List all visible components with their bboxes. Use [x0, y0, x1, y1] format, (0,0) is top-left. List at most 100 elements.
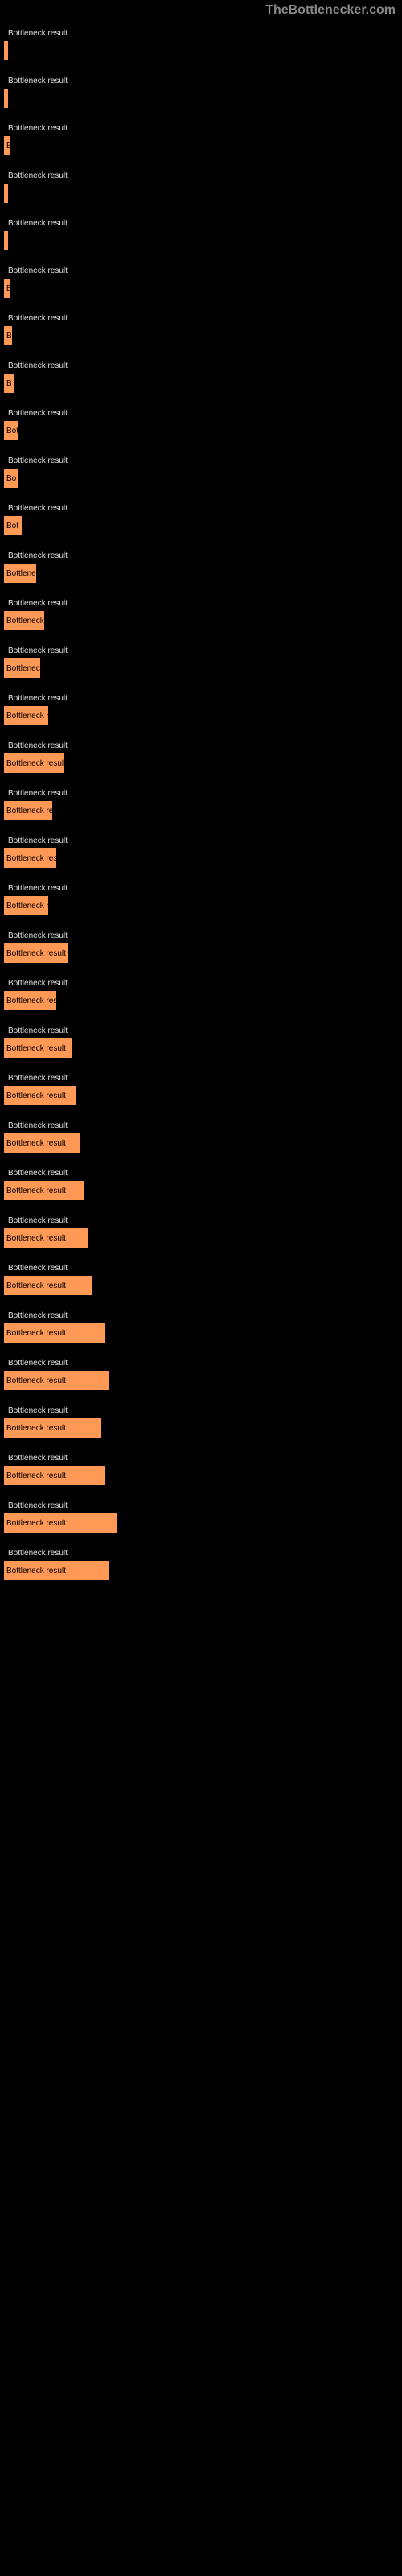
bar-row: Bottleneck result: [4, 171, 402, 203]
bar-row: Bottleneck result Bottleneck result: [4, 1359, 402, 1390]
bar: [4, 184, 8, 203]
bar-label: Bottleneck result: [4, 1169, 402, 1178]
bar-label: Bottleneck result: [4, 314, 402, 323]
bar: Bottleneck res: [4, 801, 52, 820]
bar-row: Bottleneck result Bottleneck resu: [4, 836, 402, 868]
bar-row: Bottleneck result Bottleneck result: [4, 741, 402, 773]
bar-row: Bottleneck result Bot: [4, 409, 402, 440]
bar-label: Bottleneck result: [4, 1264, 402, 1273]
bar-label: Bottleneck result: [4, 836, 402, 845]
bar-label: Bottleneck result: [4, 219, 402, 228]
bar-row: Bottleneck result Bottleneck result: [4, 1454, 402, 1485]
bar-inbar-text: Bottleneck result: [6, 1329, 66, 1338]
bar-row: Bottleneck resultBottleneck result: [4, 1406, 402, 1438]
bar-inbar-text: Bottleneck result: [6, 1472, 66, 1480]
bar-label: Bottleneck result: [4, 1549, 402, 1558]
bar-inbar-text: Bottleneck resu: [6, 854, 56, 863]
bar-row: Bottleneck result B: [4, 266, 402, 298]
bar: Bottleneck re: [4, 611, 44, 630]
bar-row: Bottleneck resultBot: [4, 504, 402, 535]
bar: Bottleneck result: [4, 1181, 84, 1200]
bar: Bottleneck result i: [4, 943, 68, 963]
bar-label: Bottleneck result: [4, 741, 402, 750]
bar-label: Bottleneck result: [4, 1121, 402, 1130]
bar-row: Bottleneck result: [4, 219, 402, 250]
bar: Bottleneck result: [4, 1513, 117, 1533]
bar-row: Bottleneck resultB: [4, 314, 402, 345]
bar: Bottleneck result: [4, 1086, 76, 1105]
bar-label: Bottleneck result: [4, 29, 402, 38]
bar-row: Bottleneck result Bottleneck result: [4, 1549, 402, 1580]
bar: Bottleneck result: [4, 753, 64, 773]
bar-label: Bottleneck result: [4, 646, 402, 655]
bar: Bottleneck result: [4, 1418, 100, 1438]
bar: Bottleneck resu: [4, 991, 56, 1010]
bar-inbar-text: B: [6, 142, 10, 151]
bar: Bottleneck res: [4, 706, 48, 725]
bar-inbar-text: Bo: [6, 474, 16, 483]
bar: Bottleneck result: [4, 1133, 80, 1153]
bar-row: Bottleneck result: [4, 29, 402, 60]
bar-row: Bottleneck result Bottlenec: [4, 646, 402, 678]
bar-row: Bottleneck result Bottleneck re: [4, 599, 402, 630]
bar: Bottleneck result: [4, 1038, 72, 1058]
bar-label: Bottleneck result: [4, 124, 402, 133]
bar-inbar-text: Bottleneck re: [6, 617, 44, 625]
bar-row: Bottleneck result Bottleneck result: [4, 1264, 402, 1295]
bar: Bottlenec: [4, 658, 40, 678]
bar-label: Bottleneck result: [4, 1026, 402, 1035]
bar: Bottleneck result: [4, 1276, 92, 1295]
bar-label: Bottleneck result: [4, 1311, 402, 1320]
bar-inbar-text: Bottleneck r: [6, 902, 48, 910]
bar-inbar-text: Bottleneck result i: [6, 949, 68, 958]
bar-label: Bottleneck result: [4, 1454, 402, 1463]
bar: Bottleneck r: [4, 896, 48, 915]
bar-row: Bottleneck result Bottleneck result: [4, 1169, 402, 1200]
bar-inbar-text: Bottleneck res: [6, 807, 52, 815]
bar-label: Bottleneck result: [4, 599, 402, 608]
bar-label: Bottleneck result: [4, 884, 402, 893]
bar-inbar-text: Bottleneck result: [6, 1567, 66, 1575]
bar-row: Bottleneck result Bottleneck result: [4, 1121, 402, 1153]
bar-inbar-text: Bottleneck result: [6, 1187, 66, 1195]
bar: [4, 89, 8, 108]
bar-inbar-text: Bottleneck result: [6, 1282, 66, 1290]
bar-label: Bottleneck result: [4, 931, 402, 940]
bar: B: [4, 374, 14, 393]
bar-row: Bottleneck result: [4, 76, 402, 108]
bar-label: Bottleneck result: [4, 1359, 402, 1368]
bar: Bottlene: [4, 564, 36, 583]
bar-row: Bottleneck resultB: [4, 361, 402, 393]
bar: Bot: [4, 421, 18, 440]
bar-inbar-text: Bottlene: [6, 569, 36, 578]
bar-inbar-text: B: [6, 379, 12, 388]
bar-row: Bottleneck resultBottleneck result: [4, 1074, 402, 1105]
bar-label: Bottleneck result: [4, 409, 402, 418]
bar-row: Bottleneck result Bottleneck result: [4, 1311, 402, 1343]
bar-row: Bottleneck resultBo: [4, 456, 402, 488]
bar-inbar-text: Bot: [6, 427, 18, 436]
bar: Bottleneck result: [4, 1371, 109, 1390]
bar-row: Bottleneck result Bottleneck result: [4, 1026, 402, 1058]
bar-inbar-text: B: [6, 284, 10, 293]
bar-inbar-text: Bottlenec: [6, 664, 40, 673]
bar-row: Bottleneck result Bottleneck result: [4, 1216, 402, 1248]
bar: Bottleneck result: [4, 1228, 88, 1248]
bar-row: Bottleneck resultBottleneck result: [4, 1501, 402, 1533]
bar-chart: Bottleneck resultBottleneck resultBottle…: [0, 21, 402, 1604]
bar-inbar-text: Bottleneck result: [6, 1377, 66, 1385]
bar-row: Bottleneck result Bottlene: [4, 551, 402, 583]
bar: B: [4, 279, 10, 298]
bar-inbar-text: Bottleneck res: [6, 712, 48, 720]
bar: [4, 41, 8, 60]
bar-inbar-text: Bottleneck result: [6, 1234, 66, 1243]
bar-label: Bottleneck result: [4, 266, 402, 275]
bar-label: Bottleneck result: [4, 789, 402, 798]
bar-inbar-text: Bottleneck result: [6, 1044, 66, 1053]
bar-label: Bottleneck result: [4, 1216, 402, 1225]
bar-row: Bottleneck result Bottleneck r: [4, 884, 402, 915]
bar-label: Bottleneck result: [4, 504, 402, 513]
bar-label: Bottleneck result: [4, 551, 402, 560]
bar: B: [4, 136, 10, 155]
bar-label: Bottleneck result: [4, 171, 402, 180]
